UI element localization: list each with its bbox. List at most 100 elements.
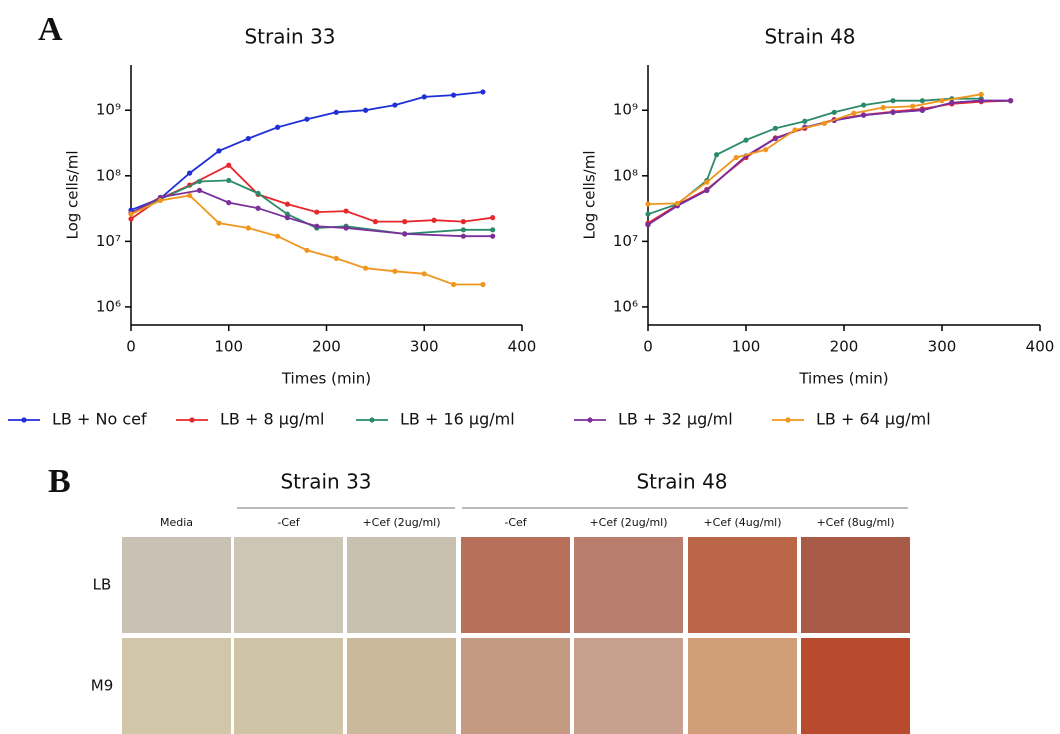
y-tick-label: 10⁹ — [613, 101, 638, 119]
data-point — [851, 111, 856, 116]
data-point — [881, 105, 886, 110]
data-point — [226, 178, 231, 183]
series-line — [648, 101, 1011, 225]
data-point — [402, 219, 407, 224]
data-point — [734, 155, 739, 160]
legend-marker — [189, 417, 194, 422]
x-tick-label: 0 — [643, 338, 653, 356]
legend-marker — [785, 417, 790, 422]
data-point — [1008, 98, 1013, 103]
x-tick-label: 100 — [214, 338, 243, 356]
data-point — [461, 234, 466, 239]
legend-marker — [369, 417, 374, 422]
x-tick-label: 300 — [410, 338, 439, 356]
data-point — [773, 126, 778, 131]
data-point — [343, 225, 348, 230]
data-point — [187, 170, 192, 175]
row-label: LB — [93, 576, 112, 594]
series-line — [648, 99, 981, 215]
y-tick-label: 10⁶ — [613, 297, 638, 315]
column-label: +Cef (4ug/ml) — [703, 516, 781, 529]
data-point — [392, 102, 397, 107]
plate-well — [347, 638, 456, 734]
data-point — [480, 282, 485, 287]
x-axis-label: Times (min) — [281, 370, 371, 388]
data-point — [480, 89, 485, 94]
data-point — [422, 271, 427, 276]
strain-header: Strain 33 — [280, 470, 371, 494]
plate-well — [688, 537, 797, 633]
strain-header: Strain 48 — [636, 470, 727, 494]
data-point — [285, 215, 290, 220]
data-point — [255, 191, 260, 196]
series-line — [131, 180, 493, 234]
data-point — [949, 100, 954, 105]
plate-well — [234, 638, 343, 734]
plate-well — [801, 537, 910, 633]
data-point — [645, 212, 650, 217]
plate-well — [461, 638, 570, 734]
data-point — [704, 180, 709, 185]
data-point — [792, 127, 797, 132]
data-point — [363, 266, 368, 271]
data-point — [197, 188, 202, 193]
y-axis-label: Log cells/ml — [581, 150, 599, 239]
y-axis-label: Log cells/ml — [64, 150, 82, 239]
chart-title: Strain 48 — [764, 25, 855, 49]
plate-well — [122, 638, 231, 734]
data-point — [334, 110, 339, 115]
series-line — [648, 101, 1011, 223]
column-label: +Cef (8ug/ml) — [816, 516, 894, 529]
data-point — [645, 222, 650, 227]
data-point — [461, 227, 466, 232]
y-tick-label: 10⁷ — [613, 232, 638, 250]
data-point — [285, 202, 290, 207]
data-point — [490, 215, 495, 220]
data-point — [451, 282, 456, 287]
data-point — [128, 216, 133, 221]
data-point — [461, 219, 466, 224]
data-point — [979, 98, 984, 103]
data-point — [216, 148, 221, 153]
x-tick-label: 0 — [126, 338, 136, 356]
data-point — [743, 138, 748, 143]
data-point — [714, 152, 719, 157]
data-point — [645, 202, 650, 207]
data-point — [392, 269, 397, 274]
x-tick-label: 400 — [1026, 338, 1055, 356]
y-tick-label: 10⁶ — [96, 297, 121, 315]
legend-label: LB + 32 µg/ml — [618, 410, 733, 429]
data-point — [304, 248, 309, 253]
data-point — [490, 234, 495, 239]
plate-well — [461, 537, 570, 633]
data-point — [451, 93, 456, 98]
data-point — [255, 206, 260, 211]
data-point — [373, 219, 378, 224]
legend-label: LB + 8 µg/ml — [220, 410, 325, 429]
plate-well — [801, 638, 910, 734]
data-point — [422, 94, 427, 99]
data-point — [246, 225, 251, 230]
data-point — [802, 119, 807, 124]
data-point — [861, 113, 866, 118]
data-point — [490, 227, 495, 232]
plate-well — [122, 537, 231, 633]
data-point — [402, 231, 407, 236]
data-point — [861, 102, 866, 107]
y-tick-label: 10⁸ — [613, 166, 638, 184]
plate-well — [574, 537, 683, 633]
legend-label: LB + 64 µg/ml — [816, 410, 931, 429]
data-point — [890, 98, 895, 103]
data-point — [197, 179, 202, 184]
legend-label: LB + No cef — [52, 410, 147, 429]
plate-well — [688, 638, 797, 734]
series-line — [648, 94, 981, 204]
x-axis-label: Times (min) — [798, 370, 888, 388]
plate-well — [234, 537, 343, 633]
y-tick-label: 10⁷ — [96, 232, 121, 250]
data-point — [704, 188, 709, 193]
panel-label: B — [48, 463, 71, 500]
legend-marker — [21, 417, 26, 422]
x-tick-label: 100 — [732, 338, 761, 356]
panel-label: A — [38, 11, 63, 48]
